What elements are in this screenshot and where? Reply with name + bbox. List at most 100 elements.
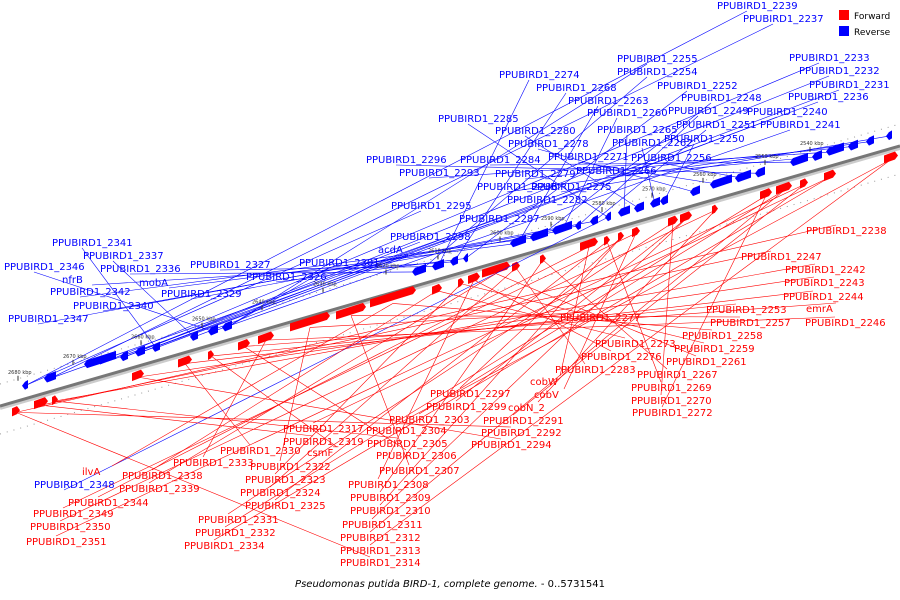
leader-line — [377, 279, 475, 480]
gene-label-ppubird1-2274: PPUBIRD1_2274 — [499, 70, 580, 81]
gene-label-ppubird1-2301: PPUBIRD1_2301 — [299, 258, 380, 269]
forward-gene-arrow — [208, 350, 214, 361]
gene-label-ppubird1-2305: PPUBIRD1_2305 — [367, 439, 448, 450]
gene-label-moba: mobA — [139, 278, 168, 289]
reverse-gene-arrow — [605, 211, 611, 222]
leader-line — [59, 210, 716, 522]
leader-line — [243, 302, 837, 347]
leader-line — [593, 129, 707, 222]
forward-gene-arrow — [132, 369, 144, 382]
gene-label-ppubird1-2310: PPUBIRD1_2310 — [350, 506, 431, 517]
gene-label-ppubird1-2244: PPUBIRD1_2244 — [783, 292, 864, 303]
forward-gene-arrow — [632, 226, 640, 238]
leader-line — [227, 222, 674, 515]
gene-label-ppubird1-2272: PPUBIRD1_2272 — [632, 408, 713, 419]
forward-gene-arrow — [238, 339, 250, 351]
leader-line — [226, 63, 648, 328]
leader-line — [15, 412, 371, 558]
leader-line — [97, 246, 590, 498]
figure-caption: Pseudomonas putida BIRD-1, complete geno… — [295, 579, 605, 590]
gene-label-ppubird1-2249: PPUBIRD1_2249 — [668, 106, 749, 117]
reverse-gene-arrow — [735, 169, 751, 183]
gene-label-ppubird1-2331: PPUBIRD1_2331 — [198, 515, 279, 526]
leader-line — [561, 117, 618, 231]
gene-label-ppubird1-2240: PPUBIRD1_2240 — [747, 107, 828, 118]
caption-range: - 0..5731541 — [538, 579, 605, 590]
gene-label-ppubird1-2253: PPUBIRD1_2253 — [706, 305, 787, 316]
gene-label-ppubird1-2322: PPUBIRD1_2322 — [250, 462, 331, 473]
forward-gene-arrow — [336, 302, 366, 320]
leader-line — [309, 311, 591, 328]
leader-line — [560, 135, 890, 193]
gene-label-acda: acdA — [378, 245, 403, 256]
leader-line — [151, 290, 438, 471]
gene-label-ppubird1-2314: PPUBIRD1_2314 — [340, 558, 421, 569]
gene-label-ppubird1-2324: PPUBIRD1_2324 — [240, 488, 321, 499]
gene-label-ppubird1-2262: PPUBIRD1_2262 — [612, 138, 693, 149]
label-leaders — [15, 10, 892, 558]
forward-gene-arrow — [482, 261, 510, 278]
leader-line — [62, 232, 637, 509]
leader-line — [641, 147, 656, 204]
gene-label-ppubird1-2298: PPUBIRD1_2298 — [390, 232, 471, 243]
gene-label-ppubird1-2277: PPUBIRD1_2277 — [560, 313, 641, 324]
forward-gene-arrow — [580, 237, 598, 251]
reverse-gene-arrow — [44, 371, 56, 383]
forward-gene-arrow — [258, 331, 274, 345]
leader-line — [512, 184, 805, 416]
gene-label-ppubird1-2333: PPUBIRD1_2333 — [173, 458, 254, 469]
gene-label-ppubird1-2326: PPUBIRD1_2326 — [246, 272, 327, 283]
leader-line — [202, 339, 267, 458]
tick-marks: 2540 kbp 2550 kbp 2560 kbp 2570 kbp 2580 kbp… — [8, 141, 824, 381]
gene-label-ilva: ilvA — [82, 467, 100, 478]
leader-line — [660, 162, 744, 179]
leader-line — [542, 259, 668, 370]
forward-gene-arrow — [668, 215, 678, 227]
gene-label-cobn-2: cobN_2 — [508, 403, 545, 414]
leader-line — [63, 217, 609, 491]
leader-line — [537, 210, 716, 403]
forward-gene-arrow — [468, 272, 480, 285]
gene-label-ppubird1-2233: PPUBIRD1_2233 — [789, 53, 870, 64]
leader-line — [392, 303, 713, 331]
tick-label: 2590 kbp — [541, 216, 565, 222]
leader-line — [395, 164, 761, 174]
gene-label-ppubird1-2278: PPUBIRD1_2278 — [508, 139, 589, 150]
leader-line — [24, 10, 748, 387]
leader-line — [168, 243, 519, 289]
leader-line — [524, 146, 854, 180]
gene-label-ppubird1-2341: PPUBIRD1_2341 — [52, 238, 133, 249]
leader-line — [418, 76, 648, 273]
gene-label-ppubird1-2311: PPUBIRD1_2311 — [342, 520, 423, 531]
gene-label-cobv: cobV — [534, 390, 559, 401]
gene-label-ppubird1-2344: PPUBIRD1_2344 — [68, 498, 149, 509]
gene-label-ppubird1-2286: PPUBIRD1_2286 — [477, 182, 558, 193]
leader-line — [279, 327, 311, 462]
forward-gene-arrow — [884, 151, 898, 164]
tick-label: 2650 kbp — [192, 317, 216, 323]
leader-line — [577, 115, 699, 227]
gene-label-ppubird1-2351: PPUBIRD1_2351 — [26, 537, 107, 548]
gene-label-ppubird1-2348: PPUBIRD1_2348 — [34, 480, 115, 491]
leader-line — [455, 218, 687, 402]
gene-label-ppubird1-2273: PPUBIRD1_2273 — [595, 339, 676, 350]
leader-line — [660, 222, 674, 396]
gene-label-ppubird1-2275: PPUBIRD1_2275 — [531, 182, 612, 193]
leader-line — [24, 210, 422, 387]
leader-line — [190, 230, 563, 300]
reverse-gene-arrow — [886, 130, 892, 141]
leader-line — [111, 303, 394, 467]
leader-line — [212, 129, 791, 332]
leader-line — [33, 271, 214, 332]
gene-label-ppubird1-2236: PPUBIRD1_2236 — [788, 92, 869, 103]
reverse-gene-arrow — [412, 263, 426, 276]
gene-label-ppubird1-2323: PPUBIRD1_2323 — [245, 475, 326, 486]
gene-label-ppubird1-2329: PPUBIRD1_2329 — [161, 289, 242, 300]
gene-label-ppubird1-2276: PPUBIRD1_2276 — [581, 352, 662, 363]
gene-label-ppubird1-2291: PPUBIRD1_2291 — [483, 416, 564, 427]
gene-label-ppubird1-2336: PPUBIRD1_2336 — [100, 264, 181, 275]
gene-label-ppubird1-2247: PPUBIRD1_2247 — [741, 252, 822, 263]
legend-reverse-swatch — [839, 26, 849, 36]
leader-line — [102, 225, 579, 312]
gene-labels: PPUBIRD1_2239 PPUBIRD1_2237 PPUBIRD1_2233 P… — [4, 1, 890, 569]
